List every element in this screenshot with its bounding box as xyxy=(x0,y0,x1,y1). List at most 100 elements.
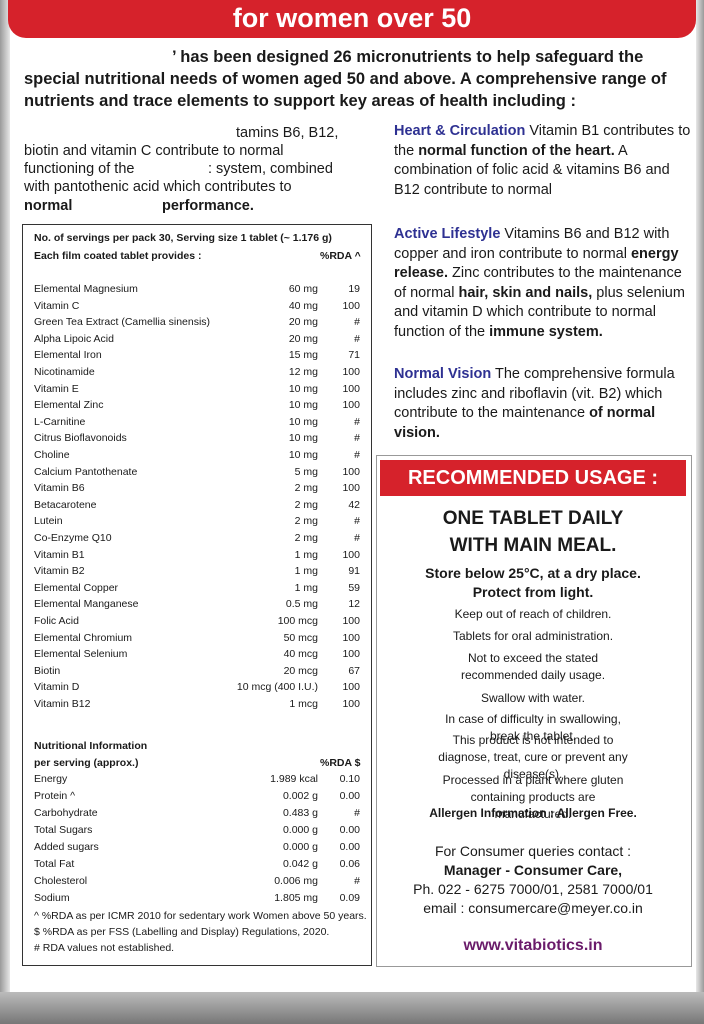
usage-title: RECOMMENDED USAGE : xyxy=(380,460,686,496)
usage-note: Swallow with water. xyxy=(480,691,586,705)
row-name: Alpha Lipoic Acid xyxy=(34,332,114,345)
footnote: $ %RDA as per FSS (Labelling and Display… xyxy=(34,926,330,938)
usage-note: Keep out of reach of children. xyxy=(454,607,612,621)
edge-shadow xyxy=(0,0,10,1024)
row-rda: # xyxy=(354,316,360,329)
row-amount: 1 mcg xyxy=(289,698,318,710)
row-amount: 10 mcg (400 I.U.) xyxy=(236,681,318,694)
row-name: L-Carnitine xyxy=(34,415,86,428)
row-name: Elemental Copper xyxy=(34,581,119,594)
row-rda: # xyxy=(354,332,360,345)
left-text-line: with pantothenic acid which contributes … xyxy=(24,179,292,195)
row-name: Carbohydrate xyxy=(34,807,98,819)
row-rda: 59 xyxy=(348,581,360,594)
row-name: Vitamin D xyxy=(34,681,80,694)
nutrition-header: %RDA $ xyxy=(320,757,361,769)
row-name: Elemental Selenium xyxy=(34,648,128,661)
left-text-line: biotin and vitamin C contribute to norma… xyxy=(24,143,284,159)
row-amount: 2 mg xyxy=(294,498,318,511)
heart-paragraph: Heart & Circulation Vitamin B1 contribut… xyxy=(394,122,692,200)
allergen: Allergen Information : Allergen Free. xyxy=(429,806,637,820)
row-name: Elemental Magnesium xyxy=(34,283,138,295)
row-rda: 67 xyxy=(348,664,360,677)
row-name: Lutein xyxy=(34,515,63,528)
usage-note: In case of difficulty in swallowing, bre… xyxy=(445,712,621,743)
contact-line: For Consumer queries contact : xyxy=(434,843,632,859)
row-name: Energy xyxy=(34,773,68,785)
nutrient-table xyxy=(22,224,372,966)
row-name: Green Tea Extract (Camellia sinensis) xyxy=(34,316,211,329)
row-amount: 40 mg xyxy=(288,299,318,312)
row-rda: 100 xyxy=(342,698,360,710)
vision-paragraph: Normal Vision The comprehensive formula … xyxy=(394,365,692,443)
row-amount: 0.5 mg xyxy=(285,598,318,611)
row-rda: 0.00 xyxy=(339,841,360,853)
contact-line: Manager - Consumer Care, xyxy=(443,862,623,878)
row-amount: 60 mg xyxy=(288,283,318,295)
row-name: Vitamin B12 xyxy=(34,698,91,710)
row-amount: 50 mcg xyxy=(283,631,318,644)
row-rda: # xyxy=(354,415,360,428)
row-amount: 1.989 kcal xyxy=(270,773,318,785)
row-amount: 1.805 mg xyxy=(274,892,318,904)
row-rda: 100 xyxy=(342,648,360,661)
row-rda: 100 xyxy=(342,299,360,312)
row-amount: 0.006 mg xyxy=(274,875,318,887)
row-rda: 100 xyxy=(342,465,360,478)
row-rda: 100 xyxy=(342,382,360,395)
row-rda: 0.00 xyxy=(339,790,360,802)
row-amount: 0.483 g xyxy=(282,807,318,819)
row-rda: 91 xyxy=(348,565,360,578)
text: A combination of folic acid & vitamins B… xyxy=(394,142,670,198)
row-amount: 100 mcg xyxy=(277,615,318,627)
row-rda: 100 xyxy=(342,548,360,561)
row-amount: 10 mg xyxy=(288,449,318,461)
row-amount: 1 mg xyxy=(294,581,318,594)
nutrition-header: per serving (approx.) xyxy=(34,757,139,769)
row-amount: 12 mg xyxy=(288,366,318,378)
bold-text: hair, skin and nails, xyxy=(458,284,593,301)
row-amount: 40 mcg xyxy=(283,648,318,661)
row-name: Folic Acid xyxy=(34,615,79,627)
intro-text: ’ has been designed 26 micronutrients to… xyxy=(24,48,667,110)
row-name: Nicotinamide xyxy=(34,366,95,378)
row-amount: 1 mg xyxy=(294,548,318,561)
row-name: Betacarotene xyxy=(34,498,97,511)
row-amount: 10 mg xyxy=(288,432,318,445)
usage-note: This product is not intended to diagnose… xyxy=(438,733,628,781)
row-rda: # xyxy=(354,449,360,461)
row-amount: 5 mg xyxy=(294,465,318,478)
contact-line: Ph. 022 - 6275 7000/01, 2581 7000/01 xyxy=(413,881,653,897)
row-name: Protein ^ xyxy=(34,790,76,802)
row-name: Total Fat xyxy=(34,858,75,870)
website: www.vitabiotics.in xyxy=(463,937,603,954)
usage-note: Tablets for oral administration. xyxy=(452,629,614,643)
left-text-line: tamins B6, B12, xyxy=(236,125,339,141)
usage-main: ONE TABLET DAILY WITH MAIN MEAL. xyxy=(442,508,624,556)
row-name: Sodium xyxy=(34,892,70,904)
row-name: Added sugars xyxy=(34,841,99,853)
footnote: # RDA values not established. xyxy=(34,942,175,954)
row-amount: 10 mg xyxy=(288,399,318,412)
banner-title: for women over 50 xyxy=(8,0,696,38)
bold-text: normal function of the heart. xyxy=(418,142,615,159)
row-name: Vitamin B6 xyxy=(34,482,85,495)
row-rda: 0.09 xyxy=(339,892,360,904)
bold-text: energy release. xyxy=(394,245,679,282)
left-text-line: performance. xyxy=(162,198,254,214)
row-rda: 0.00 xyxy=(339,824,360,836)
row-rda: 71 xyxy=(348,349,360,362)
text: plus selenium and vitamin D which contri… xyxy=(394,284,685,340)
bold-text: of normal vision. xyxy=(394,405,656,441)
active-paragraph: Active Lifestyle Vitamins B6 and B12 wit… xyxy=(394,225,692,342)
row-name: Vitamin B1 xyxy=(34,548,85,561)
row-name: Elemental Chromium xyxy=(34,631,133,644)
left-text-line: normal xyxy=(24,198,73,214)
row-rda: 0.10 xyxy=(339,773,360,785)
row-rda: 100 xyxy=(342,631,360,644)
left-text-line: : system, combined xyxy=(208,161,333,177)
table-header: Each film coated tablet provides : xyxy=(34,250,202,262)
row-name: Vitamin B2 xyxy=(34,565,85,578)
